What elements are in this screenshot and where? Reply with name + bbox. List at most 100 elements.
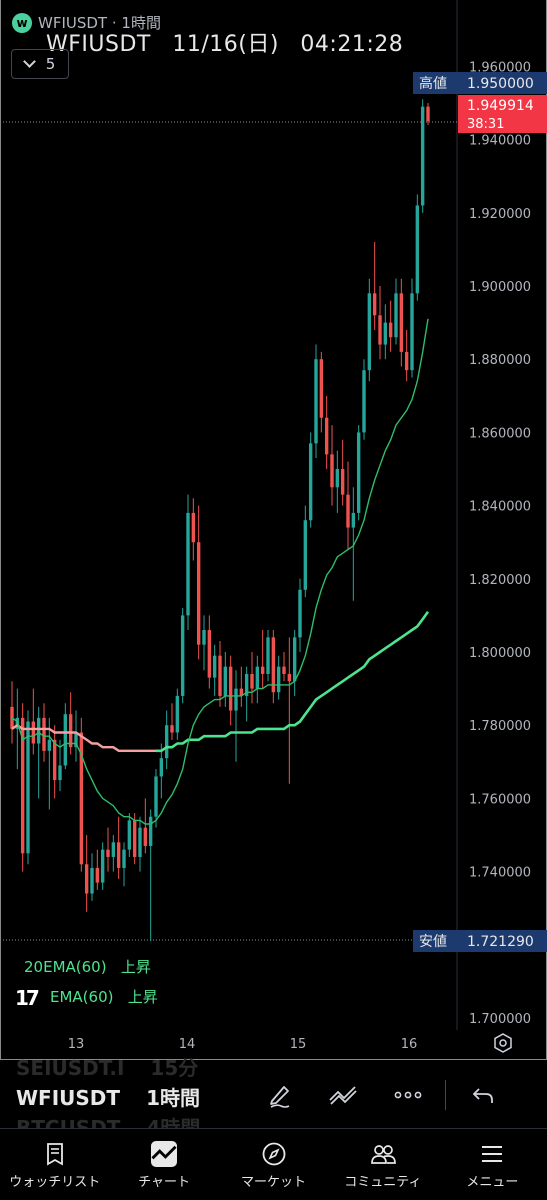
candle-body [276, 666, 281, 693]
symbol-interval-label: WFIUSDT · 1時間 [38, 14, 161, 32]
candle-body [95, 867, 100, 883]
candle-body [351, 512, 356, 528]
candle-body [170, 725, 174, 733]
candle-body [298, 589, 302, 638]
y-tick-label: 1.920000 [469, 207, 531, 222]
candle-body [404, 351, 409, 371]
candle-body [132, 820, 137, 857]
nav-market[interactable]: マーケット [219, 1129, 328, 1200]
high-tag-bg [413, 72, 547, 94]
candle-body [388, 322, 393, 338]
y-tick-label: 1.760000 [469, 792, 531, 807]
ema-legend-2-trend: 上昇 [127, 988, 158, 1006]
watchlist-ghost-row: WFIUSDT 1時間 [16, 1082, 200, 1111]
candle-body [138, 827, 142, 857]
candle-body [244, 673, 249, 696]
community-icon [371, 1145, 396, 1164]
y-tick-label: 1.800000 [469, 646, 531, 661]
candle-body [63, 714, 68, 766]
candle-body [186, 512, 190, 616]
candle-body [415, 205, 420, 294]
candle-body [212, 655, 217, 678]
candle-body [255, 666, 260, 689]
y-tick-label: 1.780000 [469, 719, 531, 734]
candle-body [52, 739, 57, 781]
crosshair-readout: WFIUSDT 11/16(日) 04:21:28 [46, 26, 417, 58]
indicators-collapse-button[interactable]: 5 [11, 49, 69, 79]
candle-body [10, 706, 14, 729]
candle-body [250, 673, 254, 689]
indicator-count: 5 [45, 55, 56, 73]
nav-chart[interactable]: チャート [109, 1129, 218, 1200]
candle-body [175, 695, 180, 733]
nav-label: コミュニティ [344, 1175, 422, 1190]
trend-line-icon[interactable] [328, 1080, 358, 1110]
candle-body [372, 293, 377, 316]
ghost-interval: 15分 [150, 1056, 199, 1080]
candle-body [42, 717, 46, 751]
candle-body [340, 469, 345, 495]
countdown-timer: 38:31 [467, 117, 504, 132]
nav-watchlist[interactable]: ウォッチリスト [0, 1129, 109, 1200]
readout-symbol: WFIUSDT [46, 32, 151, 57]
nav-menu[interactable]: メニュー [438, 1129, 547, 1200]
nav-community[interactable]: コミュニティ [328, 1129, 437, 1200]
ema-slow-line-rising [156, 610, 430, 753]
ema-slow-line-falling [11, 723, 156, 752]
x-tick-label: 15 [290, 1037, 307, 1052]
y-tick-label: 1.900000 [469, 280, 531, 295]
x-tick-label: 16 [401, 1037, 418, 1052]
tradingview-logo-icon: 17 [15, 986, 40, 1010]
low-tag-bg [413, 930, 547, 952]
bottom-navigation: ウォッチリスト チャート マーケット コミュニティ メニュー [0, 1128, 547, 1200]
ema-legend-2-label: EMA(60) [50, 988, 114, 1006]
candle-body [266, 637, 270, 674]
y-tick-label: 1.820000 [469, 573, 531, 588]
watchlist-icon [46, 1143, 63, 1166]
x-tick-label: 14 [179, 1037, 196, 1052]
y-tick-label: 1.960000 [469, 60, 531, 75]
watchlist-ghost-row: SEIUSDT.I 15分 [16, 1052, 198, 1081]
candle-body [330, 454, 334, 488]
y-tick-label: 1.880000 [469, 353, 531, 368]
symbol-header[interactable]: w WFIUSDT · 1時間 [12, 12, 161, 33]
ema-legend-1-trend: 上昇 [120, 958, 151, 976]
candle-body [36, 717, 41, 744]
candle-body [287, 673, 292, 682]
candle-body [207, 630, 212, 678]
candle-body [196, 542, 201, 645]
y-tick-label: 1.840000 [469, 500, 531, 515]
candle-body [228, 666, 233, 711]
candle-body [383, 322, 388, 345]
price-chart[interactable]: 1.960000 1.940000 1.920000 1.900000 1.880000… [0, 0, 547, 1060]
candle-body [148, 816, 153, 846]
candle-body [90, 867, 94, 894]
undo-icon[interactable] [468, 1080, 498, 1110]
x-tick-label: 13 [68, 1037, 85, 1052]
chart-icon [151, 1141, 178, 1167]
readout-date: 11/16(日) [172, 32, 279, 57]
candle-body [47, 739, 52, 751]
candle-body [239, 688, 244, 696]
candle-body [84, 864, 89, 894]
nav-label: メニュー [466, 1175, 519, 1190]
ema-legend-1[interactable]: 20EMA(60) 上昇 [24, 956, 151, 977]
candle-body [282, 666, 286, 674]
candle-body [399, 293, 404, 352]
more-icon[interactable] [393, 1080, 423, 1110]
candle-body [426, 106, 430, 122]
candle-body [31, 721, 36, 744]
candle-body [74, 732, 78, 748]
candle-body [143, 827, 148, 846]
candle-body [68, 714, 73, 748]
candle-body [303, 520, 308, 590]
candle-body [111, 842, 116, 857]
candle-body [218, 655, 222, 696]
ema-fast-line [11, 318, 429, 825]
pencil-icon[interactable] [265, 1080, 295, 1110]
chart-settings-icon[interactable] [493, 1033, 513, 1053]
nav-label: チャート [138, 1175, 191, 1190]
candle-body [202, 630, 206, 645]
ema-legend-2[interactable]: EMA(60) 上昇 [50, 986, 158, 1007]
high-tag-value: 1.950000 [467, 76, 534, 92]
